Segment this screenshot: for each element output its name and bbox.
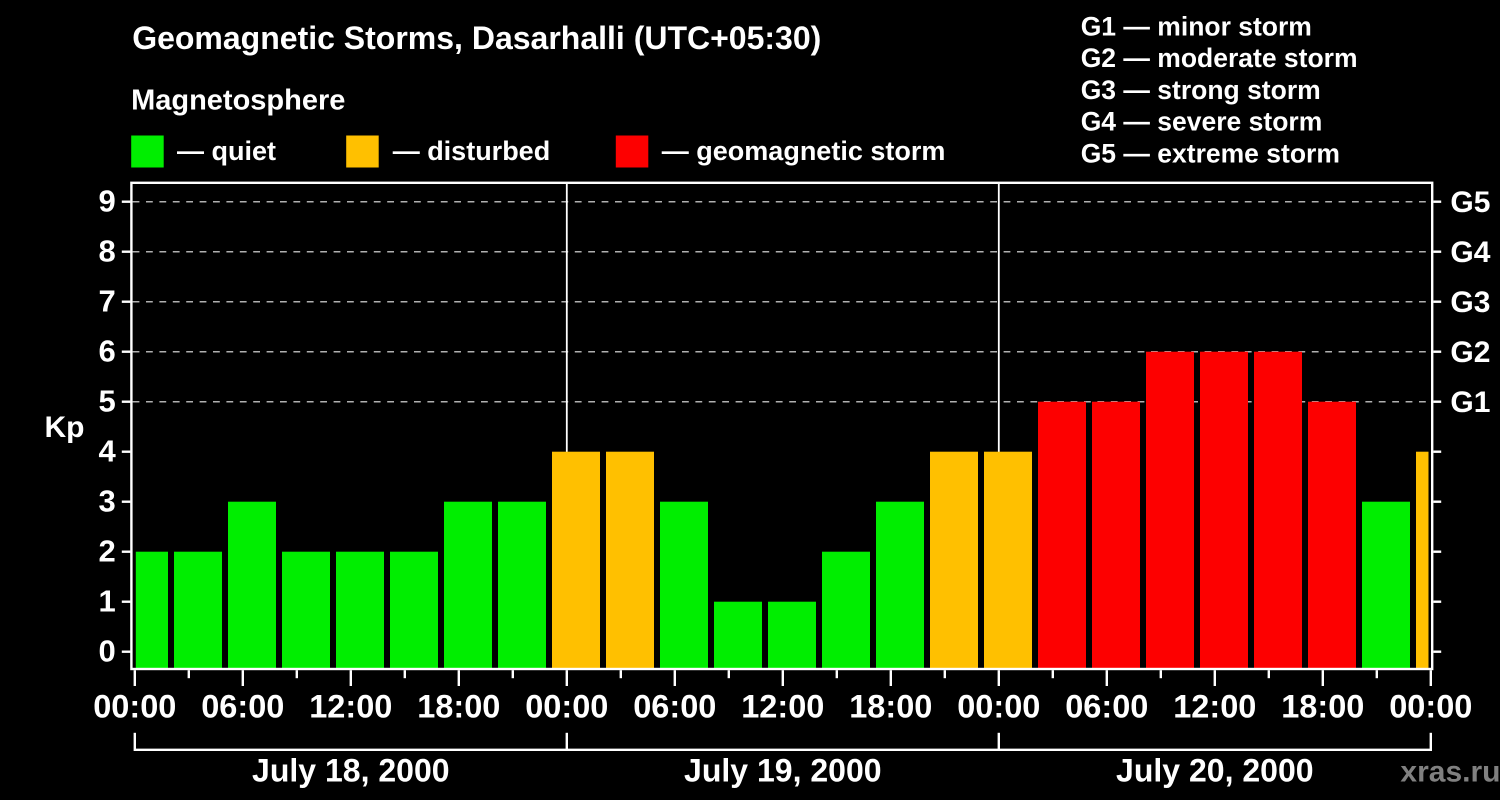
svg-text:G5 — extreme storm: G5 — extreme storm <box>1081 138 1340 168</box>
svg-text:0: 0 <box>99 634 116 669</box>
svg-text:3: 3 <box>99 484 116 519</box>
svg-text:9: 9 <box>99 184 116 219</box>
svg-text:00:00: 00:00 <box>957 689 1040 725</box>
svg-text:— quiet: — quiet <box>177 136 276 166</box>
svg-text:July 20, 2000: July 20, 2000 <box>1116 753 1313 789</box>
svg-text:Geomagnetic Storms, Dasarhalli: Geomagnetic Storms, Dasarhalli (UTC+05:3… <box>132 20 821 56</box>
svg-text:7: 7 <box>99 284 116 319</box>
svg-text:July 18, 2000: July 18, 2000 <box>252 753 449 789</box>
svg-text:06:00: 06:00 <box>1065 689 1148 725</box>
svg-text:00:00: 00:00 <box>525 689 608 725</box>
svg-text:Kp: Kp <box>45 411 85 444</box>
svg-text:00:00: 00:00 <box>93 689 176 725</box>
svg-text:— disturbed: — disturbed <box>393 136 551 166</box>
svg-text:G2: G2 <box>1450 336 1490 369</box>
svg-text:18:00: 18:00 <box>417 689 500 725</box>
svg-text:12:00: 12:00 <box>309 689 392 725</box>
svg-text:Magnetosphere: Magnetosphere <box>131 85 345 117</box>
svg-text:6: 6 <box>99 334 116 369</box>
svg-text:G3 — strong storm: G3 — strong storm <box>1081 75 1321 105</box>
svg-text:12:00: 12:00 <box>741 689 824 725</box>
svg-text:12:00: 12:00 <box>1173 689 1256 725</box>
svg-text:5: 5 <box>99 384 116 419</box>
svg-text:G3: G3 <box>1450 286 1490 319</box>
svg-text:06:00: 06:00 <box>633 689 716 725</box>
svg-text:G4: G4 <box>1450 236 1490 269</box>
svg-text:1: 1 <box>99 584 116 619</box>
svg-text:8: 8 <box>99 234 116 269</box>
svg-text:00:00: 00:00 <box>1389 689 1472 725</box>
svg-text:xras.ru: xras.ru <box>1400 755 1500 788</box>
svg-text:G4 — severe storm: G4 — severe storm <box>1081 107 1323 137</box>
svg-text:4: 4 <box>99 434 117 469</box>
svg-text:2: 2 <box>99 534 116 569</box>
svg-text:— geomagnetic storm: — geomagnetic storm <box>662 136 946 166</box>
svg-text:July 19, 2000: July 19, 2000 <box>684 753 881 789</box>
svg-text:18:00: 18:00 <box>849 689 932 725</box>
svg-text:G1: G1 <box>1450 386 1490 419</box>
svg-text:G5: G5 <box>1450 186 1490 219</box>
svg-text:G1 — minor storm: G1 — minor storm <box>1081 12 1312 42</box>
svg-text:G2 — moderate storm: G2 — moderate storm <box>1081 43 1358 73</box>
svg-text:18:00: 18:00 <box>1281 689 1364 725</box>
svg-text:06:00: 06:00 <box>201 689 284 725</box>
